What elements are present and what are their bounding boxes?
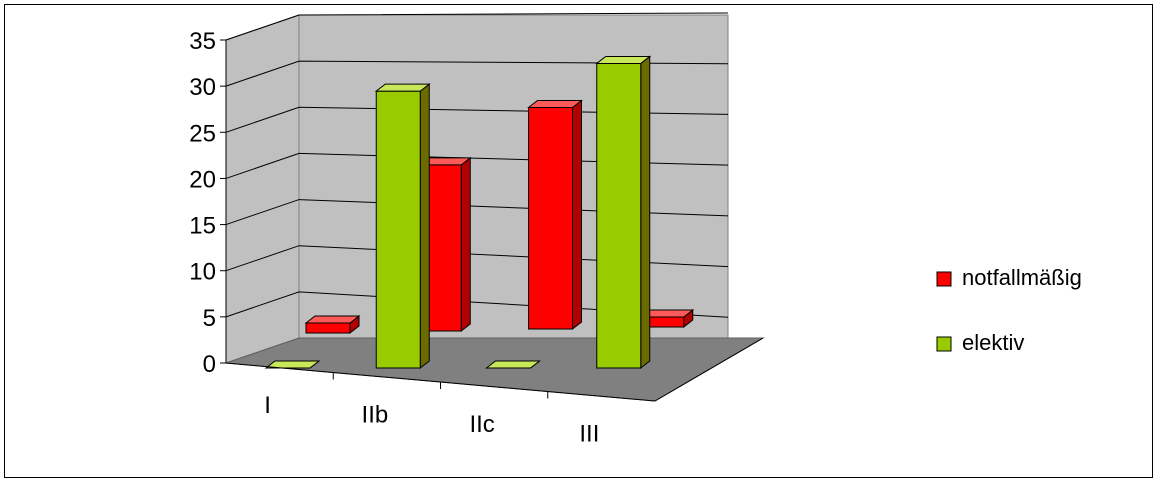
legend-swatch <box>936 336 952 352</box>
y-tick-label: 20 <box>189 166 216 193</box>
bar-elektiv-iii-side <box>640 55 651 370</box>
bar-notfallmig-i <box>304 315 361 324</box>
bar-elektiv-iib-front <box>375 90 421 369</box>
legend-label: elektiv <box>962 330 1024 355</box>
bar-elektiv-iib <box>374 83 431 92</box>
bar-elektiv-i <box>264 360 321 369</box>
gridline <box>225 245 729 272</box>
gridline <box>225 106 729 133</box>
y-tick-label: 10 <box>189 259 216 286</box>
y-tick-label: 15 <box>189 213 216 240</box>
legend-label: notfallmäßig <box>962 265 1082 290</box>
bar-elektiv-iib-side <box>419 83 430 370</box>
legend-swatch <box>936 271 952 287</box>
x-tick-label: IIb <box>362 401 389 428</box>
y-axis: 0 5 10 15 20 25 30 35 <box>189 28 227 378</box>
x-tick-label: III <box>579 420 599 447</box>
bar-elektiv-iic <box>485 360 541 369</box>
x-tick-label: I <box>264 392 271 419</box>
side-wall <box>225 14 300 364</box>
gridline <box>225 291 729 318</box>
gridline <box>225 199 729 226</box>
chart-bars <box>264 55 695 370</box>
gridline <box>225 152 729 179</box>
y-tick-label: 5 <box>203 305 216 332</box>
floor-edge <box>654 337 764 402</box>
chart-gridlines <box>225 12 729 318</box>
x-axis: I IIb IIc III <box>225 337 764 447</box>
gridline <box>225 12 729 41</box>
bar-elektiv-iii-front <box>596 62 642 369</box>
y-tick-label: 0 <box>203 351 216 378</box>
bar-notfallmig-iic-side <box>572 99 582 331</box>
y-tick-label: 30 <box>189 74 216 101</box>
bar-notfallmig-i-front <box>305 322 351 334</box>
bar-notfallmig-iic-front <box>528 107 573 330</box>
x-tick-label: IIc <box>469 411 494 438</box>
y-tick-label: 35 <box>189 28 216 55</box>
chart-walls <box>225 14 765 402</box>
bar-notfallmig-iib-side <box>460 156 471 333</box>
bar-notfallmig-iic <box>527 100 583 109</box>
floor <box>225 337 765 402</box>
legend: notfallmäßig elektiv <box>936 265 1082 355</box>
bar-elektiv-iii <box>595 55 652 64</box>
gridline <box>225 60 729 87</box>
y-tick-label: 25 <box>189 120 216 147</box>
